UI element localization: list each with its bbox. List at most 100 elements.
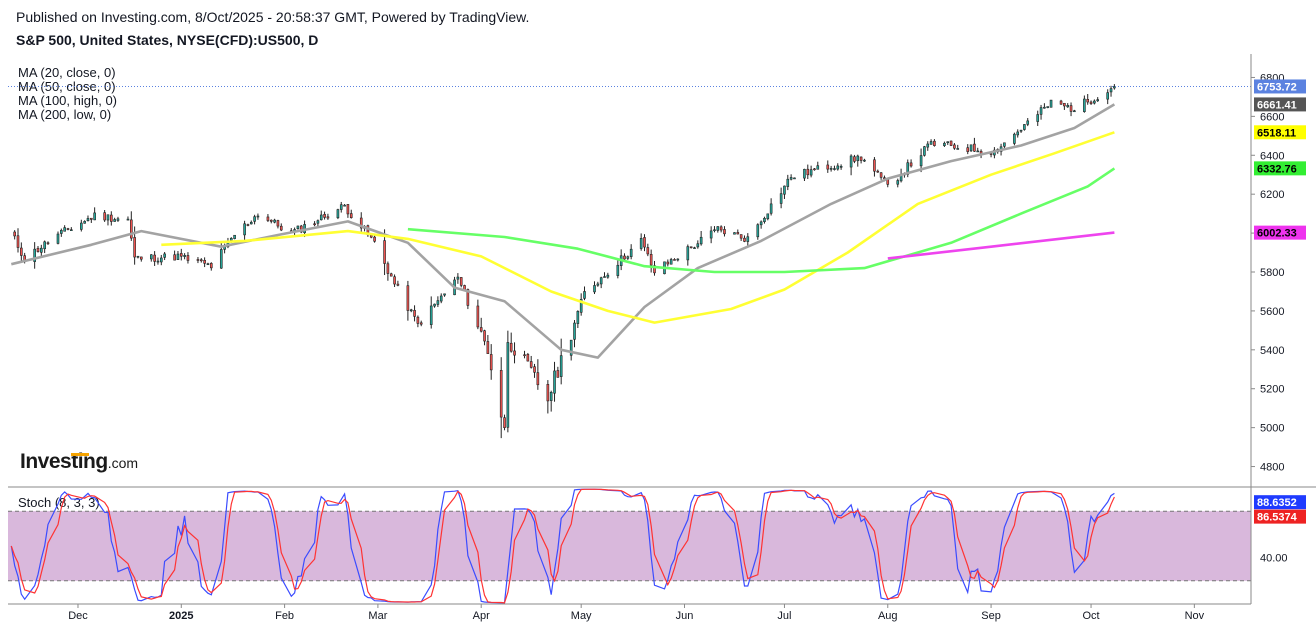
legend-ma50[interactable]: MA (50, close, 0) <box>18 79 116 94</box>
candle-body <box>669 259 673 265</box>
candle-body <box>1039 107 1043 115</box>
candle-body <box>693 247 696 249</box>
stoch-band-fill <box>8 511 1251 581</box>
candle-body <box>489 354 493 371</box>
badge-stoch-k: 88.6352 <box>1257 497 1297 509</box>
legend-ma20[interactable]: MA (20, close, 0) <box>18 65 116 80</box>
candle-body <box>1093 100 1096 104</box>
candle-body <box>233 234 236 239</box>
candle-body <box>863 159 866 162</box>
candle-body <box>699 236 703 245</box>
candle-body <box>579 298 583 313</box>
candle-body <box>116 218 120 221</box>
candle-body <box>879 172 883 178</box>
candle-body <box>593 285 596 293</box>
candle-body <box>789 177 793 180</box>
candle-body <box>1023 124 1026 130</box>
candle-body <box>1046 106 1050 108</box>
candle-body <box>90 217 93 220</box>
candle-body <box>649 254 653 266</box>
candle-body <box>1066 105 1070 108</box>
candle-body <box>16 235 20 248</box>
ma200-line <box>887 231 1115 260</box>
time-tick-label: May <box>571 610 592 622</box>
candle-body <box>719 226 723 231</box>
badge-stoch-d-bg <box>1254 509 1306 524</box>
candle-body <box>506 342 510 428</box>
candle-body <box>923 146 926 156</box>
candle-body <box>466 289 470 306</box>
candle-body <box>1069 105 1073 112</box>
candle-body <box>873 159 876 172</box>
candle-body <box>953 144 956 149</box>
candle-body <box>746 236 750 242</box>
candle-body <box>1026 120 1030 125</box>
candle-body <box>969 144 973 152</box>
candle-body <box>603 276 606 278</box>
candle-body <box>786 178 790 187</box>
candle-body <box>716 226 720 231</box>
candle-body <box>429 305 433 325</box>
candle-body <box>809 169 813 176</box>
candle-body <box>743 237 746 242</box>
candle-body <box>139 256 143 260</box>
candle-body <box>1113 86 1116 89</box>
candle-body <box>599 277 603 285</box>
candle-body <box>343 204 346 207</box>
candle-body <box>803 168 806 179</box>
candle-body <box>316 220 320 224</box>
time-tick-label: Feb <box>275 610 294 622</box>
time-tick-label: Oct <box>1082 610 1099 622</box>
candle-body <box>269 219 273 222</box>
candle-body <box>1106 92 1110 100</box>
published-note: Published on Investing.com, 8/Oct/2025 -… <box>16 9 530 25</box>
candle-body <box>436 300 440 305</box>
candle-body <box>829 168 833 170</box>
candle-body <box>596 283 600 286</box>
time-tick-label: Mar <box>368 610 387 622</box>
candle-body <box>1013 133 1016 144</box>
price-tick-label: 5400 <box>1260 345 1284 357</box>
stoch-d-line <box>10 488 1115 604</box>
candle-body <box>976 150 980 153</box>
candle-body <box>583 291 586 299</box>
stoch-k-line <box>10 488 1115 604</box>
candle-body <box>896 180 900 185</box>
candle-body <box>1063 102 1066 107</box>
candle-body <box>523 354 526 357</box>
candle-body <box>919 155 923 167</box>
candle-body <box>1083 98 1086 112</box>
candle-body <box>643 237 646 248</box>
candle-body <box>13 231 16 237</box>
candle-body <box>409 309 413 312</box>
time-tick-label: Nov <box>1185 610 1205 622</box>
candle-body <box>479 327 483 332</box>
candle-body <box>243 223 246 236</box>
candle-body <box>1096 99 1100 102</box>
candle-body <box>179 253 183 257</box>
symbol-title: S&P 500, United States, NYSE(CFD):US500,… <box>16 32 319 48</box>
legend-ma100[interactable]: MA (100, high, 0) <box>18 93 117 108</box>
last-value-badges: 6753.72 6661.41 6518.11 6332.76 6002.33 88.63… <box>1254 79 1306 524</box>
candle-body <box>739 234 743 239</box>
time-tick-label: Jun <box>676 610 694 622</box>
candle-body <box>126 218 130 221</box>
candle-body <box>386 263 390 274</box>
stoch-tick-label: 40.00 <box>1260 553 1288 565</box>
candle-body <box>816 165 820 170</box>
candle-body <box>513 350 516 356</box>
candle-body <box>43 241 46 250</box>
candle-body <box>629 248 633 257</box>
candle-body <box>443 293 446 296</box>
candle-body <box>933 140 936 146</box>
candle-body <box>689 246 693 249</box>
candle-body <box>876 170 880 173</box>
legend-ma200[interactable]: MA (200, low, 0) <box>18 107 112 122</box>
badge-ma20: 6661.41 <box>1257 99 1297 111</box>
badge-stoch-k-bg <box>1254 495 1306 510</box>
candle-body <box>793 177 796 180</box>
candle-body <box>549 392 553 401</box>
candle-body <box>199 259 203 262</box>
candle-body <box>1016 131 1020 136</box>
